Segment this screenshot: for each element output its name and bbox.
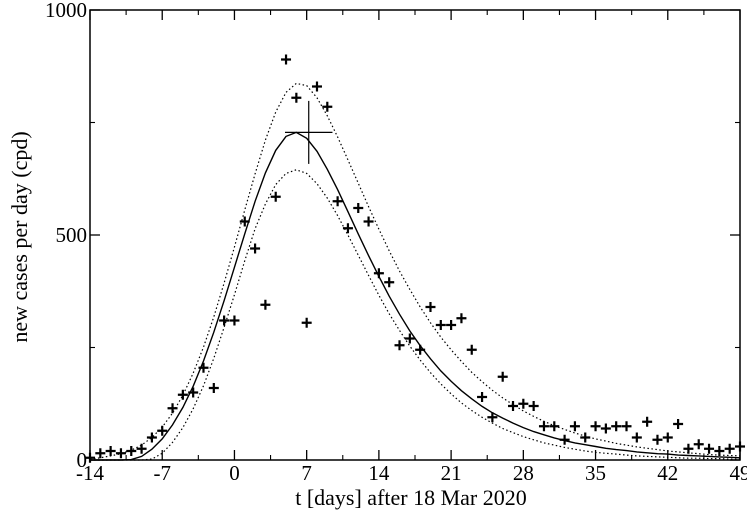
data-point bbox=[487, 412, 498, 423]
data-point bbox=[724, 443, 735, 454]
data-point bbox=[435, 320, 446, 330]
x-tick-label: 42 bbox=[657, 461, 678, 485]
data-point bbox=[239, 216, 250, 227]
y-tick-label: 1000 bbox=[45, 0, 87, 22]
data-point bbox=[373, 268, 384, 279]
data-point bbox=[219, 315, 230, 326]
data-point bbox=[384, 277, 395, 288]
confidence-band-2 bbox=[89, 82, 741, 460]
data-point bbox=[590, 421, 601, 432]
data-point bbox=[662, 432, 673, 443]
data-point bbox=[229, 315, 240, 326]
data-point bbox=[208, 383, 219, 393]
data-point bbox=[642, 416, 653, 427]
data-point bbox=[126, 446, 137, 456]
data-point bbox=[332, 196, 343, 207]
data-point bbox=[693, 439, 704, 450]
data-point bbox=[95, 448, 106, 459]
data-point bbox=[704, 443, 715, 454]
data-point bbox=[446, 320, 457, 330]
axis-ticks bbox=[89, 9, 741, 461]
data-point bbox=[363, 216, 374, 227]
data-point bbox=[198, 362, 209, 373]
data-point bbox=[136, 443, 147, 454]
data-point bbox=[528, 401, 539, 411]
data-point bbox=[508, 401, 519, 411]
x-axis-label: t [days] after 18 Mar 2020 bbox=[295, 485, 527, 510]
data-point bbox=[188, 387, 199, 398]
data-point bbox=[631, 432, 642, 443]
data-point bbox=[611, 421, 622, 432]
data-point bbox=[301, 317, 312, 328]
data-point bbox=[518, 398, 529, 409]
data-point bbox=[105, 446, 116, 456]
data-point bbox=[549, 421, 560, 432]
data-point bbox=[559, 434, 570, 445]
data-point bbox=[291, 92, 302, 103]
x-tick-label: 7 bbox=[301, 461, 312, 485]
data-point bbox=[569, 421, 580, 432]
y-tick-label: 500 bbox=[56, 223, 88, 247]
data-point bbox=[167, 403, 178, 414]
data-point bbox=[621, 421, 632, 432]
data-point bbox=[456, 313, 467, 324]
fit-curve bbox=[90, 131, 741, 461]
data-point bbox=[177, 389, 188, 400]
data-point bbox=[600, 423, 611, 434]
data-point bbox=[580, 432, 591, 443]
x-tick-label: 21 bbox=[441, 461, 462, 485]
peak-marker bbox=[285, 100, 333, 164]
data-point bbox=[281, 54, 292, 65]
x-tick-label: 0 bbox=[229, 461, 240, 485]
data-point bbox=[322, 101, 333, 112]
data-point bbox=[425, 302, 436, 312]
x-tick-label: 35 bbox=[585, 461, 606, 485]
data-point bbox=[538, 421, 549, 432]
x-tick-label: 49 bbox=[730, 461, 747, 485]
x-tick-label: 14 bbox=[368, 461, 390, 485]
data-point bbox=[342, 223, 353, 234]
data-point bbox=[404, 333, 415, 344]
data-point bbox=[683, 443, 694, 454]
y-tick-label: 0 bbox=[77, 448, 88, 472]
x-tick-label: -7 bbox=[153, 461, 171, 485]
tick-labels: -14 -7 0 7 14 21 28 35 42 49 0 500 1000 bbox=[45, 0, 747, 485]
data-point bbox=[477, 392, 488, 402]
y-axis-label: new cases per day (cpd) bbox=[7, 131, 32, 342]
data-points bbox=[85, 54, 745, 463]
data-point bbox=[353, 203, 364, 213]
x-tick-label: -14 bbox=[76, 461, 104, 485]
data-point bbox=[497, 371, 508, 382]
data-point bbox=[466, 344, 477, 355]
data-point bbox=[250, 243, 261, 254]
data-point bbox=[714, 446, 725, 456]
data-point bbox=[673, 419, 684, 429]
data-point bbox=[652, 434, 663, 445]
data-point bbox=[115, 448, 126, 459]
data-point bbox=[146, 432, 157, 443]
x-tick-label: 28 bbox=[513, 461, 534, 485]
data-point bbox=[260, 299, 271, 310]
data-point bbox=[157, 425, 168, 436]
data-point bbox=[270, 191, 281, 202]
data-point bbox=[311, 81, 322, 92]
data-point bbox=[415, 344, 426, 355]
data-point bbox=[394, 340, 405, 351]
